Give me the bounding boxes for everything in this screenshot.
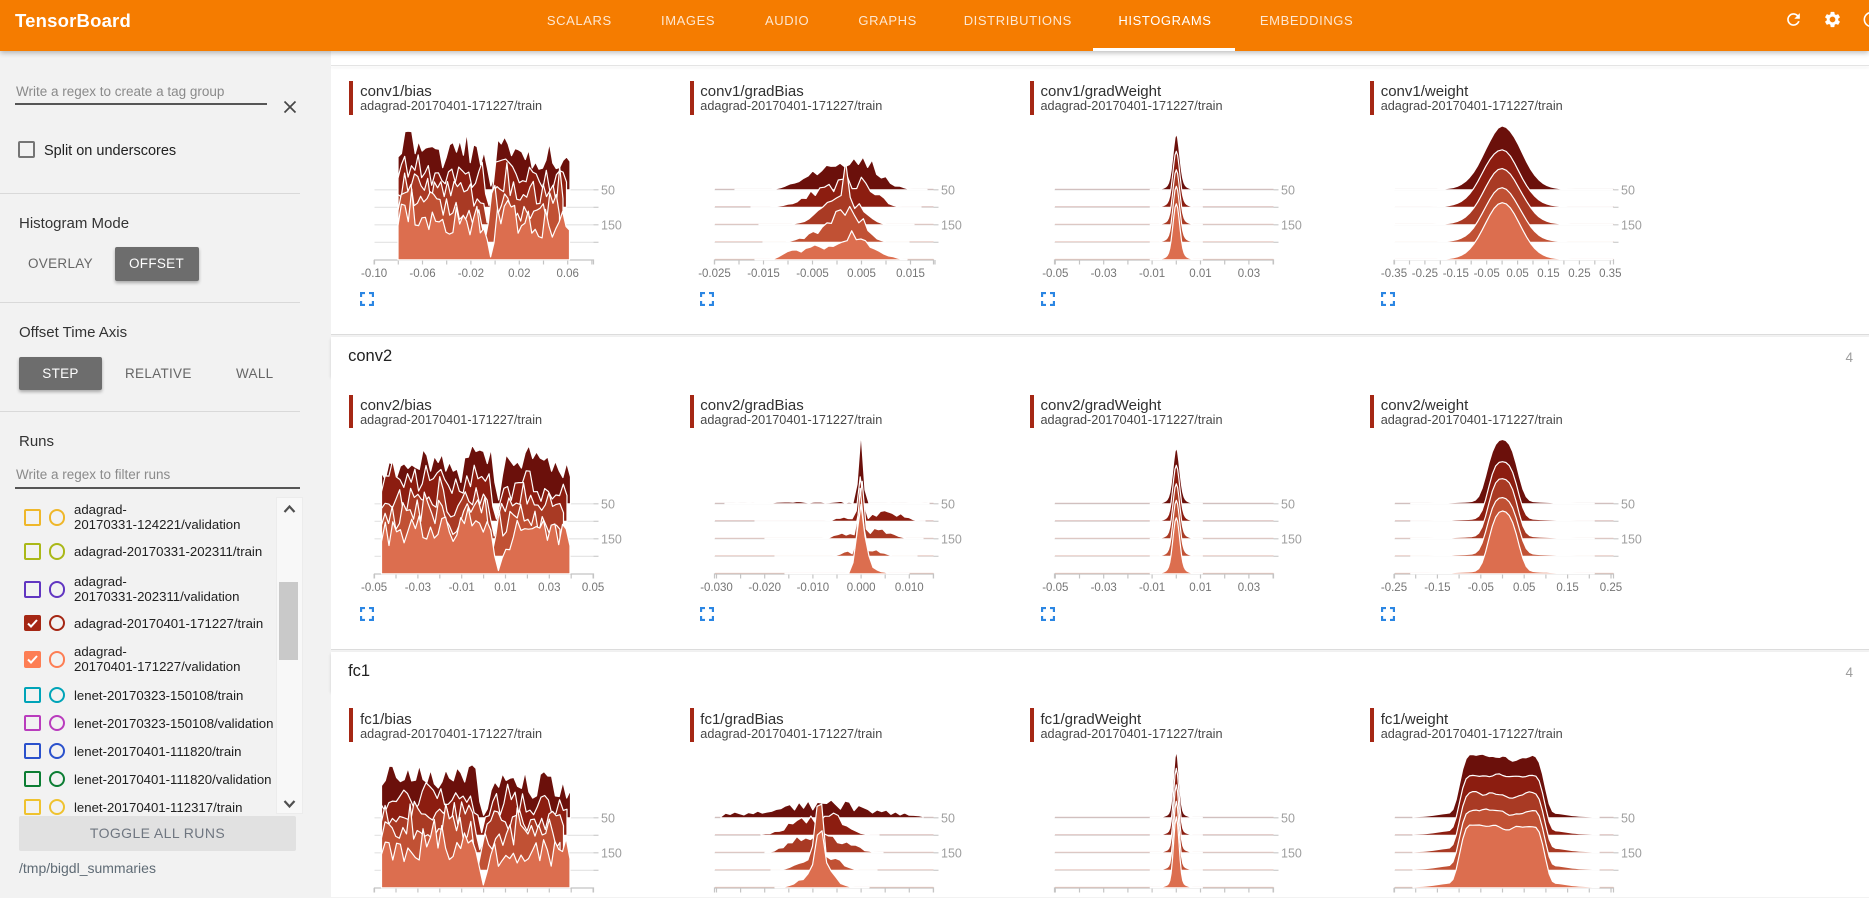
svg-text:-0.01: -0.01 [1139,268,1165,280]
svg-text:0.25: 0.25 [1600,582,1622,594]
svg-text:0.010: 0.010 [895,582,924,594]
svg-text:-0.025: -0.025 [698,268,731,280]
svg-text:-0.25: -0.25 [1412,268,1438,280]
svg-text:-0.25: -0.25 [1381,582,1407,594]
svg-text:50: 50 [601,811,615,825]
svg-text:-0.05: -0.05 [361,582,387,594]
svg-text:150: 150 [941,532,962,546]
svg-text:0.06: 0.06 [556,268,578,280]
svg-text:0.03: 0.03 [1238,582,1260,594]
svg-text:-0.05: -0.05 [1474,268,1500,280]
svg-text:150: 150 [1281,218,1302,232]
svg-text:50: 50 [601,497,615,511]
svg-text:-0.01: -0.01 [448,582,474,594]
svg-text:150: 150 [941,846,962,860]
svg-text:-0.020: -0.020 [748,582,781,594]
svg-text:150: 150 [1281,846,1302,860]
svg-text:50: 50 [1281,497,1295,511]
svg-text:-0.15: -0.15 [1424,582,1450,594]
svg-text:0.05: 0.05 [1507,268,1529,280]
svg-text:50: 50 [1621,811,1635,825]
svg-text:50: 50 [1621,497,1635,511]
svg-text:-0.030: -0.030 [700,582,733,594]
svg-text:0.25: 0.25 [1568,268,1590,280]
svg-text:-0.03: -0.03 [1091,582,1117,594]
svg-text:-0.05: -0.05 [1042,268,1068,280]
svg-text:0.005: 0.005 [847,268,876,280]
svg-text:-0.35: -0.35 [1381,268,1407,280]
svg-text:0.15: 0.15 [1537,268,1559,280]
svg-text:150: 150 [601,218,622,232]
svg-text:50: 50 [1621,183,1635,197]
svg-text:150: 150 [1621,532,1642,546]
svg-text:50: 50 [941,183,955,197]
svg-text:0.015: 0.015 [896,268,925,280]
svg-text:-0.010: -0.010 [796,582,829,594]
svg-text:-0.01: -0.01 [1139,582,1165,594]
svg-text:150: 150 [941,218,962,232]
svg-text:0.01: 0.01 [494,582,516,594]
svg-text:50: 50 [601,183,615,197]
svg-text:150: 150 [1621,218,1642,232]
svg-text:0.01: 0.01 [1189,268,1211,280]
svg-text:150: 150 [1281,532,1302,546]
svg-text:50: 50 [941,497,955,511]
svg-text:0.05: 0.05 [581,582,603,594]
svg-text:-0.015: -0.015 [747,268,780,280]
svg-text:50: 50 [1281,183,1295,197]
svg-text:-0.05: -0.05 [1042,582,1068,594]
svg-text:0.05: 0.05 [1513,582,1535,594]
svg-text:-0.15: -0.15 [1443,268,1469,280]
svg-text:-0.03: -0.03 [1091,268,1117,280]
svg-text:0.03: 0.03 [538,582,560,594]
svg-text:150: 150 [601,532,622,546]
svg-text:150: 150 [601,846,622,860]
svg-text:0.000: 0.000 [847,582,876,594]
svg-text:-0.06: -0.06 [409,268,435,280]
svg-text:-0.005: -0.005 [796,268,829,280]
svg-text:0.35: 0.35 [1599,268,1621,280]
svg-text:-0.03: -0.03 [404,582,430,594]
svg-text:0.02: 0.02 [508,268,530,280]
svg-text:0.15: 0.15 [1557,582,1579,594]
svg-text:-0.05: -0.05 [1468,582,1494,594]
svg-text:-0.10: -0.10 [361,268,387,280]
svg-text:0.03: 0.03 [1238,268,1260,280]
svg-text:0.01: 0.01 [1189,582,1211,594]
svg-text:50: 50 [1281,811,1295,825]
svg-text:-0.02: -0.02 [457,268,483,280]
svg-text:150: 150 [1621,846,1642,860]
svg-text:50: 50 [941,811,955,825]
